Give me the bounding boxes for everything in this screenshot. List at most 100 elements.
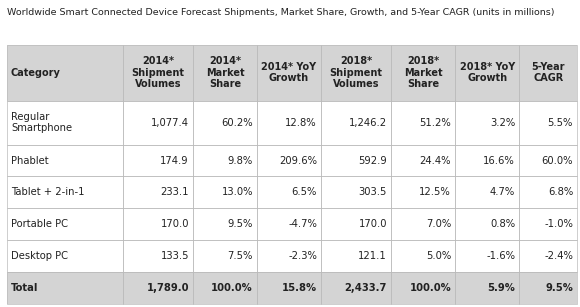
Bar bbox=[321, 272, 391, 304]
Bar bbox=[193, 240, 257, 272]
Text: 4.7%: 4.7% bbox=[490, 188, 515, 197]
Bar bbox=[123, 208, 193, 240]
Text: 12.8%: 12.8% bbox=[285, 118, 317, 128]
Bar bbox=[455, 145, 519, 177]
Text: 9.5%: 9.5% bbox=[545, 283, 573, 293]
Bar bbox=[391, 240, 455, 272]
Bar bbox=[391, 45, 455, 101]
Text: 24.4%: 24.4% bbox=[419, 156, 451, 165]
Bar bbox=[123, 240, 193, 272]
Text: 100.0%: 100.0% bbox=[409, 283, 451, 293]
Bar bbox=[7, 101, 123, 145]
Bar bbox=[519, 240, 577, 272]
Bar bbox=[7, 101, 123, 145]
Text: 121.1: 121.1 bbox=[358, 251, 387, 261]
Bar bbox=[123, 240, 193, 272]
Bar bbox=[193, 240, 257, 272]
Text: 60.2%: 60.2% bbox=[222, 118, 253, 128]
Bar bbox=[519, 101, 577, 145]
Bar bbox=[391, 145, 455, 177]
Bar bbox=[455, 177, 519, 208]
Bar bbox=[519, 272, 577, 304]
Bar bbox=[193, 45, 257, 101]
Bar bbox=[7, 145, 123, 177]
Bar bbox=[7, 272, 123, 304]
Bar bbox=[257, 177, 321, 208]
Bar bbox=[7, 240, 123, 272]
Text: 233.1: 233.1 bbox=[161, 188, 189, 197]
Text: 3.2%: 3.2% bbox=[490, 118, 515, 128]
Bar bbox=[519, 45, 577, 101]
Bar bbox=[123, 272, 193, 304]
Bar bbox=[519, 177, 577, 208]
Text: 209.6%: 209.6% bbox=[279, 156, 317, 165]
Text: 100.0%: 100.0% bbox=[211, 283, 253, 293]
Bar bbox=[519, 101, 577, 145]
Bar bbox=[455, 101, 519, 145]
Text: 133.5: 133.5 bbox=[161, 251, 189, 261]
Text: 2,433.7: 2,433.7 bbox=[345, 283, 387, 293]
Text: 6.8%: 6.8% bbox=[548, 188, 573, 197]
Bar bbox=[257, 45, 321, 101]
Bar bbox=[321, 45, 391, 101]
Bar bbox=[519, 240, 577, 272]
Bar bbox=[391, 272, 455, 304]
Bar bbox=[193, 45, 257, 101]
Text: -1.6%: -1.6% bbox=[486, 251, 515, 261]
Bar bbox=[193, 145, 257, 177]
Bar bbox=[7, 177, 123, 208]
Text: 303.5: 303.5 bbox=[358, 188, 387, 197]
Bar bbox=[193, 272, 257, 304]
Bar bbox=[7, 208, 123, 240]
Bar bbox=[519, 45, 577, 101]
Bar bbox=[391, 101, 455, 145]
Bar bbox=[7, 177, 123, 208]
Text: 1,077.4: 1,077.4 bbox=[151, 118, 189, 128]
Text: 6.5%: 6.5% bbox=[292, 188, 317, 197]
Bar bbox=[257, 101, 321, 145]
Bar bbox=[321, 240, 391, 272]
Bar bbox=[7, 272, 123, 304]
Bar bbox=[455, 45, 519, 101]
Bar bbox=[455, 208, 519, 240]
Text: 9.5%: 9.5% bbox=[227, 219, 253, 229]
Bar bbox=[257, 272, 321, 304]
Bar bbox=[391, 177, 455, 208]
Bar bbox=[123, 177, 193, 208]
Bar bbox=[257, 145, 321, 177]
Bar bbox=[257, 240, 321, 272]
Bar bbox=[519, 208, 577, 240]
Text: 1,789.0: 1,789.0 bbox=[146, 283, 189, 293]
Bar bbox=[257, 272, 321, 304]
Bar bbox=[391, 145, 455, 177]
Text: Phablet: Phablet bbox=[11, 156, 49, 165]
Text: -2.3%: -2.3% bbox=[288, 251, 317, 261]
Bar bbox=[123, 45, 193, 101]
Text: 12.5%: 12.5% bbox=[419, 188, 451, 197]
Text: 0.8%: 0.8% bbox=[490, 219, 515, 229]
Bar bbox=[321, 272, 391, 304]
Bar bbox=[193, 101, 257, 145]
Text: 5.5%: 5.5% bbox=[548, 118, 573, 128]
Text: 2014*
Market
Share: 2014* Market Share bbox=[206, 56, 244, 89]
Bar bbox=[455, 101, 519, 145]
Bar bbox=[321, 208, 391, 240]
Bar bbox=[455, 272, 519, 304]
Text: 5.9%: 5.9% bbox=[487, 283, 515, 293]
Text: Portable PC: Portable PC bbox=[11, 219, 68, 229]
Text: Total: Total bbox=[11, 283, 38, 293]
Bar bbox=[455, 208, 519, 240]
Text: 2014*
Shipment
Volumes: 2014* Shipment Volumes bbox=[132, 56, 184, 89]
Text: 170.0: 170.0 bbox=[358, 219, 387, 229]
Text: 170.0: 170.0 bbox=[161, 219, 189, 229]
Text: Worldwide Smart Connected Device Forecast Shipments, Market Share, Growth, and 5: Worldwide Smart Connected Device Forecas… bbox=[7, 8, 554, 17]
Bar bbox=[193, 177, 257, 208]
Bar bbox=[193, 272, 257, 304]
Bar bbox=[123, 145, 193, 177]
Bar bbox=[391, 208, 455, 240]
Bar bbox=[7, 45, 123, 101]
Bar bbox=[321, 145, 391, 177]
Bar bbox=[193, 145, 257, 177]
Text: 60.0%: 60.0% bbox=[542, 156, 573, 165]
Bar bbox=[455, 240, 519, 272]
